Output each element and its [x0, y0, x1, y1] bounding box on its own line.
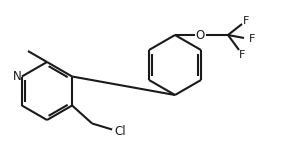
Text: F: F: [249, 34, 255, 44]
Text: F: F: [239, 50, 245, 60]
Text: F: F: [243, 16, 249, 26]
Text: N: N: [13, 70, 21, 83]
Text: O: O: [195, 28, 205, 41]
Text: Cl: Cl: [114, 125, 126, 138]
